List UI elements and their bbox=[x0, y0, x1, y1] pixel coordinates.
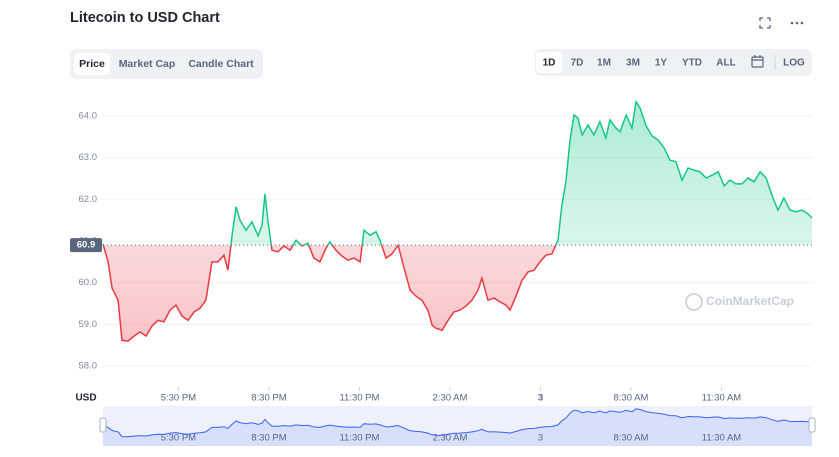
x-tick-label: 2:30 AM bbox=[433, 393, 468, 404]
range-button[interactable]: ALL bbox=[716, 58, 735, 69]
y-tick-label: 59.0 bbox=[79, 319, 98, 330]
y-tick-label: 64.0 bbox=[79, 110, 98, 121]
watermark-logo bbox=[685, 293, 703, 311]
x-tick-label: 3 bbox=[538, 393, 543, 404]
y-tick-label: 62.0 bbox=[79, 194, 98, 205]
range-button[interactable]: 3M bbox=[626, 58, 640, 69]
range-button[interactable]: 1M bbox=[597, 58, 611, 69]
range-active bbox=[536, 52, 562, 73]
title: Litecoin to USD Chart bbox=[70, 10, 220, 26]
navigator-tick-label: 8:30 AM bbox=[614, 433, 649, 444]
x-tick-label: 8:30 AM bbox=[614, 393, 649, 404]
baseline-label-bg bbox=[70, 238, 102, 253]
navigator-handle[interactable] bbox=[808, 417, 816, 433]
fullscreen-icon[interactable] bbox=[759, 17, 771, 29]
navigator-tick-label: 5:30 PM bbox=[161, 433, 196, 444]
range-button[interactable]: YTD bbox=[682, 58, 702, 69]
tab-active bbox=[74, 53, 110, 75]
y-tick-label: 58.0 bbox=[79, 361, 98, 372]
area-up bbox=[103, 101, 812, 246]
navigator-bg bbox=[103, 406, 812, 446]
range-button[interactable]: 1D bbox=[543, 58, 556, 69]
navigator-tick-label: 11:30 PM bbox=[339, 433, 379, 444]
baseline-label: 60.9 bbox=[77, 240, 96, 251]
navigator-tick-label: 3 bbox=[538, 433, 543, 444]
x-tick-label: 11:30 AM bbox=[702, 393, 742, 404]
y-tick-label: 63.0 bbox=[79, 152, 98, 163]
watermark: CoinMarketCap bbox=[706, 294, 794, 308]
range-button[interactable]: 7D bbox=[571, 58, 584, 69]
area-down bbox=[103, 245, 556, 342]
navigator-area bbox=[103, 408, 812, 446]
tab[interactable]: Candle Chart bbox=[188, 58, 254, 70]
x-tick-label: 11:30 PM bbox=[339, 393, 379, 404]
x-tick-label: 5:30 PM bbox=[161, 393, 196, 404]
price-line-up bbox=[102, 99, 813, 246]
navigator-tick-label: 8:30 PM bbox=[251, 433, 286, 444]
range-group bbox=[535, 49, 812, 76]
currency-label: USD bbox=[75, 393, 96, 404]
tab[interactable]: Price bbox=[79, 58, 105, 70]
log-button[interactable]: LOG bbox=[783, 58, 805, 69]
plot: 58.059.060.061.062.063.064.0CoinMarketCa… bbox=[70, 99, 816, 446]
navigator-line bbox=[102, 408, 813, 438]
price-line-down bbox=[102, 245, 557, 342]
range-button[interactable]: 1Y bbox=[655, 58, 668, 69]
y-tick-label: 60.0 bbox=[79, 277, 98, 288]
calendar-icon[interactable] bbox=[751, 55, 764, 68]
navigator-handle[interactable] bbox=[99, 417, 107, 433]
tab[interactable]: Market Cap bbox=[119, 58, 176, 70]
tab-group bbox=[70, 49, 263, 79]
navigator-tick-label: 11:30 AM bbox=[702, 433, 742, 444]
x-tick-label: 8:30 PM bbox=[251, 393, 286, 404]
navigator-tick-label: 2:30 AM bbox=[433, 433, 468, 444]
more-icon[interactable] bbox=[790, 21, 804, 25]
